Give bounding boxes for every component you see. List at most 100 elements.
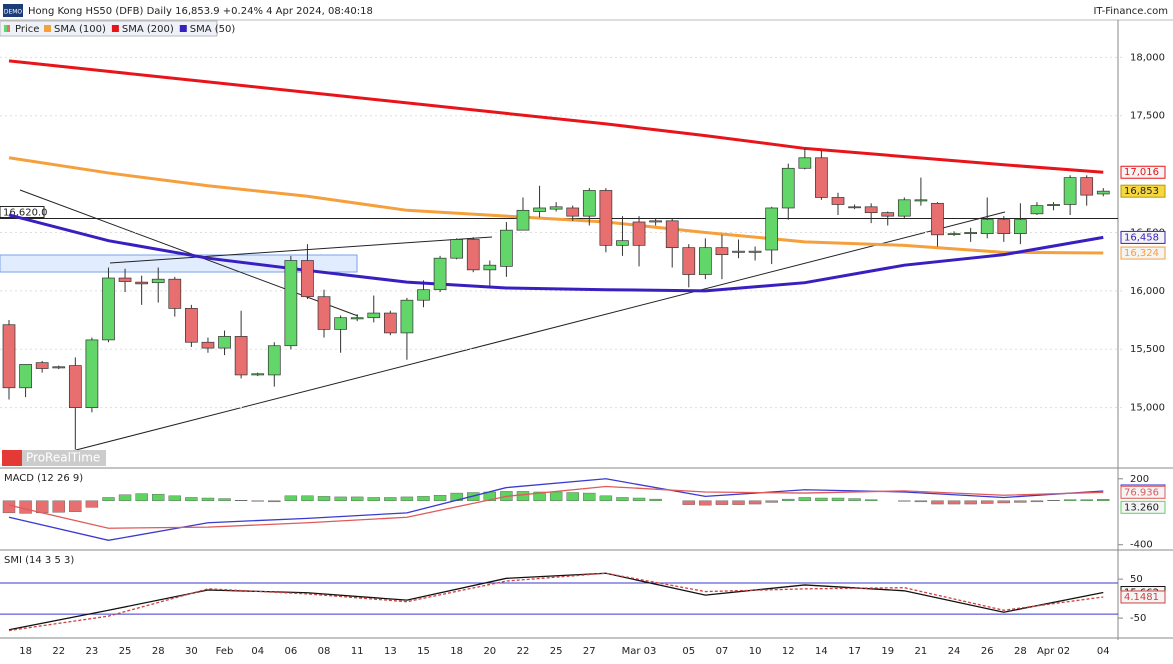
x-tick-label: 23: [86, 646, 99, 657]
y-tick-label: 200: [1130, 474, 1149, 485]
legend-box: [0, 20, 218, 37]
candle-body: [218, 336, 231, 349]
candle-body: [699, 247, 712, 275]
price-label: 16,853: [1124, 186, 1159, 197]
candle-body: [864, 206, 878, 213]
logo-icon: [2, 450, 22, 466]
x-tick-label: Feb: [216, 646, 234, 657]
histogram-bar: [234, 500, 248, 501]
histogram-bar: [384, 497, 397, 501]
y-tick-label: -400: [1130, 540, 1153, 551]
last-value-box: [1120, 246, 1166, 260]
candle-body: [168, 278, 182, 309]
candle-body: [433, 257, 447, 291]
last-value-label: 17,016: [1124, 167, 1159, 178]
candle-body: [383, 312, 397, 334]
candle-body: [831, 197, 845, 205]
x-tick-label: 21: [915, 646, 928, 657]
x-tick-label: 22: [52, 646, 65, 657]
x-tick-label: 19: [881, 646, 894, 657]
candle-body: [798, 157, 812, 169]
histogram-bar: [831, 497, 845, 501]
brand: IT-Finance.com: [1093, 6, 1168, 17]
histogram-bar: [168, 495, 182, 501]
last-value-label: 16,458: [1124, 232, 1159, 243]
x-tick-label: 26: [981, 646, 994, 657]
candle-body: [466, 239, 480, 271]
histogram-bar: [417, 496, 430, 501]
x-tick-label: 06: [284, 646, 297, 657]
y-tick-label: 18,000: [1130, 52, 1165, 63]
candle-body: [350, 317, 364, 320]
candle-body: [549, 206, 563, 210]
candle-body: [284, 260, 298, 347]
histogram-bar: [748, 500, 762, 505]
candle-body: [748, 250, 762, 253]
hline-label: 16,620.0: [3, 207, 48, 218]
x-tick-label: 05: [682, 646, 695, 657]
histogram-bar: [52, 500, 65, 513]
x-tick-label: 18: [450, 646, 463, 657]
histogram-bar: [1063, 499, 1077, 501]
x-tick-label: 11: [351, 646, 364, 657]
candle-body: [251, 373, 265, 376]
candle-body: [135, 281, 148, 285]
candle-body: [317, 296, 331, 330]
candle-body: [19, 364, 32, 389]
trendline: [75, 211, 1006, 451]
legend-label: SMA (200): [122, 24, 174, 35]
histogram-bar: [699, 500, 712, 506]
histogram-bar: [782, 498, 795, 501]
x-tick-label: 28: [152, 646, 165, 657]
histogram-bar: [599, 495, 613, 501]
x-tick-label: 30: [185, 646, 198, 657]
x-tick-label: 13: [384, 646, 397, 657]
series-line: [8, 156, 1104, 255]
histogram-bar: [632, 497, 646, 501]
histogram-bar: [152, 493, 165, 501]
histogram-bar: [947, 500, 961, 505]
y-tick-label: 15,000: [1130, 403, 1165, 414]
badge: DEMO: [4, 9, 23, 16]
histogram-bar: [350, 496, 364, 501]
candle-body: [85, 339, 99, 408]
candle-body: [997, 219, 1011, 235]
candle-body: [1080, 177, 1094, 196]
series-line: [8, 485, 1104, 529]
candle-body: [118, 277, 132, 282]
x-tick-label: Apr 02: [1037, 646, 1070, 657]
candle-body: [682, 247, 696, 275]
legend-swatch: [44, 25, 51, 32]
candle-body: [914, 199, 928, 202]
x-tick-label: 25: [119, 646, 132, 657]
logo: ProRealTime: [26, 451, 100, 465]
histogram-bar: [715, 500, 729, 505]
histogram-bar: [682, 500, 695, 505]
x-tick-label: 22: [517, 646, 530, 657]
histogram-bar: [1047, 500, 1060, 501]
candle-body: [52, 366, 66, 369]
histogram-bar: [566, 492, 579, 501]
candle-body: [267, 345, 281, 376]
histogram-bar: [102, 497, 115, 501]
histogram-bar: [185, 497, 198, 501]
legend-swatch: [4, 25, 7, 32]
candle-body: [566, 207, 580, 217]
histogram-bar: [400, 496, 414, 501]
candle-body: [815, 157, 828, 198]
candle-body: [715, 247, 729, 256]
histogram-bar: [2, 500, 16, 514]
x-tick-label: 27: [583, 646, 596, 657]
candle-body: [649, 220, 662, 223]
x-tick-label: 08: [318, 646, 331, 657]
x-tick-label: 04: [1097, 646, 1110, 657]
histogram-bar: [549, 491, 563, 501]
histogram-bar: [533, 491, 546, 501]
histogram-bar: [616, 497, 629, 501]
y-tick-label: 15,500: [1130, 344, 1165, 355]
x-tick-label: 15: [417, 646, 430, 657]
pane-title: SMI (14 3 5 3): [4, 555, 74, 566]
histogram-bar: [1080, 499, 1093, 501]
histogram-bar: [251, 500, 264, 502]
histogram-bar: [798, 497, 812, 501]
